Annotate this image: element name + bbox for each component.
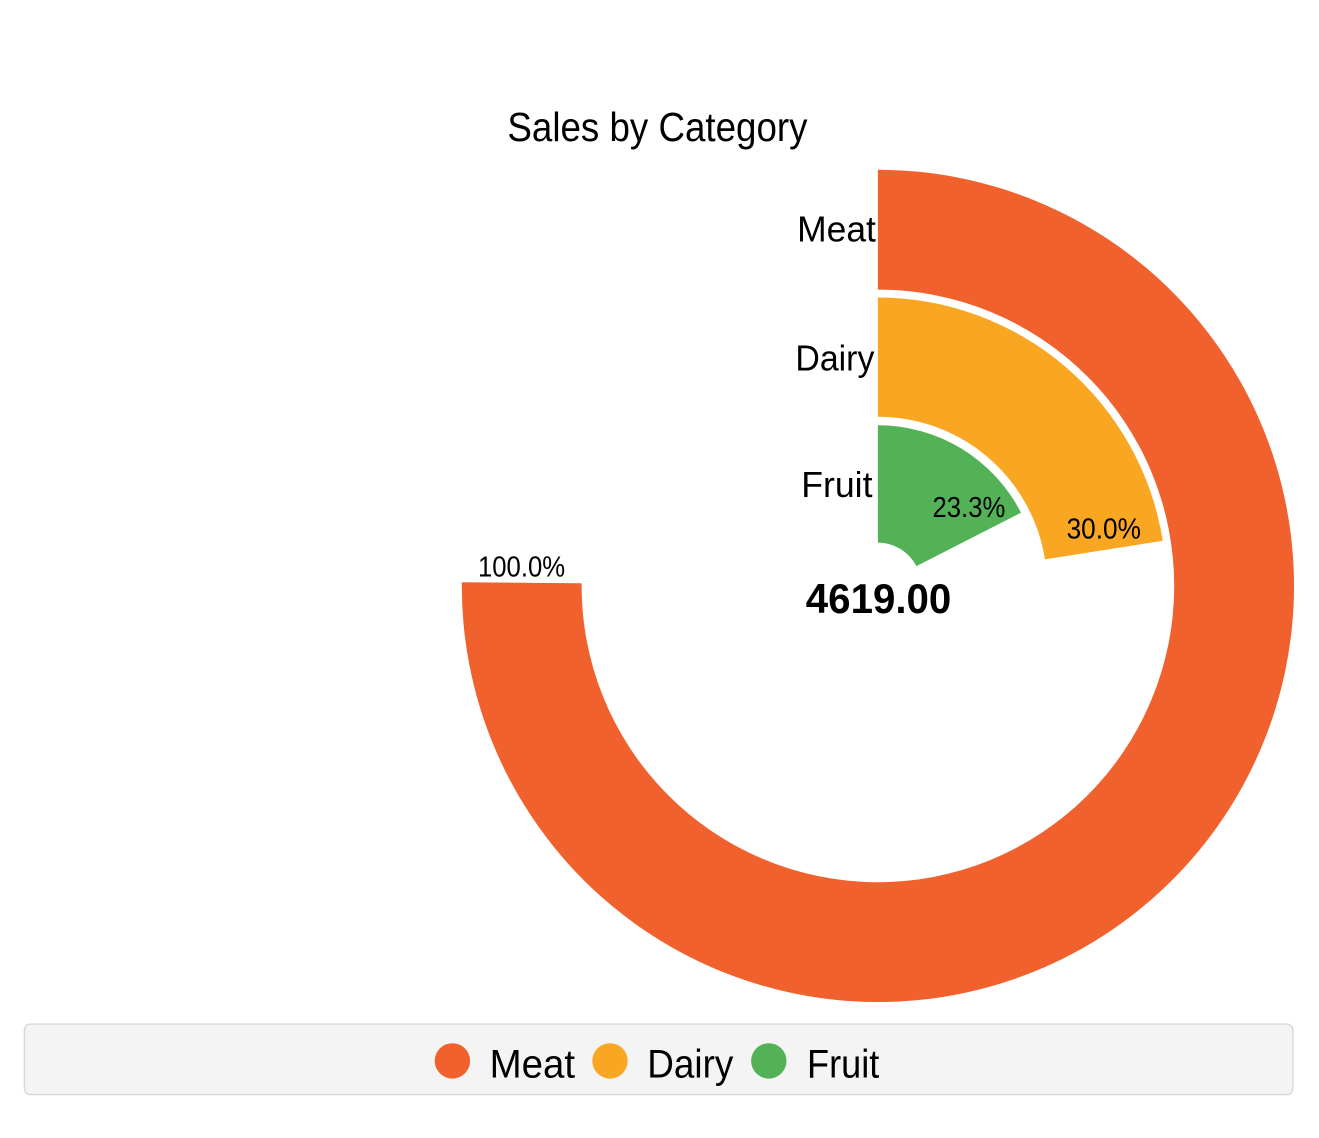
svg-text:30.0%: 30.0%: [1067, 514, 1141, 546]
svg-text:100.0%: 100.0%: [478, 552, 565, 584]
svg-text:Meat: Meat: [490, 1041, 575, 1086]
svg-text:4619.00: 4619.00: [806, 575, 952, 622]
svg-text:23.3%: 23.3%: [933, 492, 1006, 524]
svg-text:Meat: Meat: [797, 209, 876, 250]
svg-text:Dairy: Dairy: [795, 337, 874, 378]
svg-text:Fruit: Fruit: [801, 464, 872, 505]
svg-text:Dairy: Dairy: [647, 1041, 734, 1086]
svg-text:Sales by Category: Sales by Category: [507, 104, 808, 150]
svg-text:Fruit: Fruit: [807, 1041, 879, 1086]
